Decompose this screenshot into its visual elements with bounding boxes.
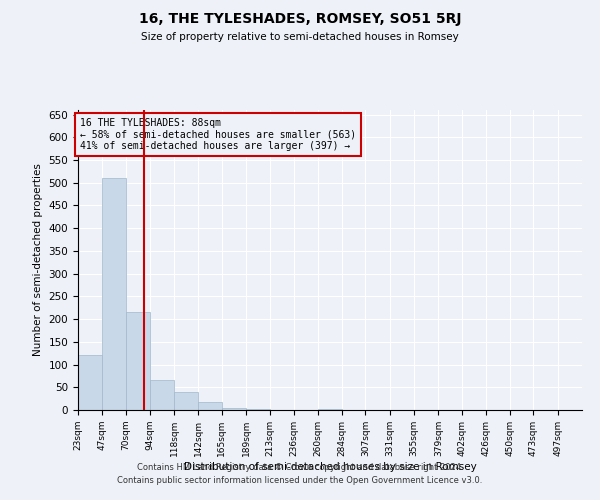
Bar bbox=[102, 178, 125, 410]
Bar bbox=[125, 312, 150, 410]
Text: Contains public sector information licensed under the Open Government Licence v3: Contains public sector information licen… bbox=[118, 476, 482, 485]
Bar bbox=[318, 408, 342, 410]
Y-axis label: Number of semi-detached properties: Number of semi-detached properties bbox=[33, 164, 43, 356]
Text: 16, THE TYLESHADES, ROMSEY, SO51 5RJ: 16, THE TYLESHADES, ROMSEY, SO51 5RJ bbox=[139, 12, 461, 26]
Bar bbox=[78, 356, 102, 410]
Bar bbox=[174, 392, 199, 410]
Bar bbox=[150, 380, 174, 410]
Text: 16 THE TYLESHADES: 88sqm
← 58% of semi-detached houses are smaller (563)
41% of : 16 THE TYLESHADES: 88sqm ← 58% of semi-d… bbox=[80, 118, 356, 150]
Text: Size of property relative to semi-detached houses in Romsey: Size of property relative to semi-detach… bbox=[141, 32, 459, 42]
Text: Contains HM Land Registry data © Crown copyright and database right 2024.: Contains HM Land Registry data © Crown c… bbox=[137, 464, 463, 472]
Bar bbox=[246, 408, 270, 410]
X-axis label: Distribution of semi-detached houses by size in Romsey: Distribution of semi-detached houses by … bbox=[184, 462, 476, 471]
Bar bbox=[222, 408, 246, 410]
Bar bbox=[199, 402, 222, 410]
